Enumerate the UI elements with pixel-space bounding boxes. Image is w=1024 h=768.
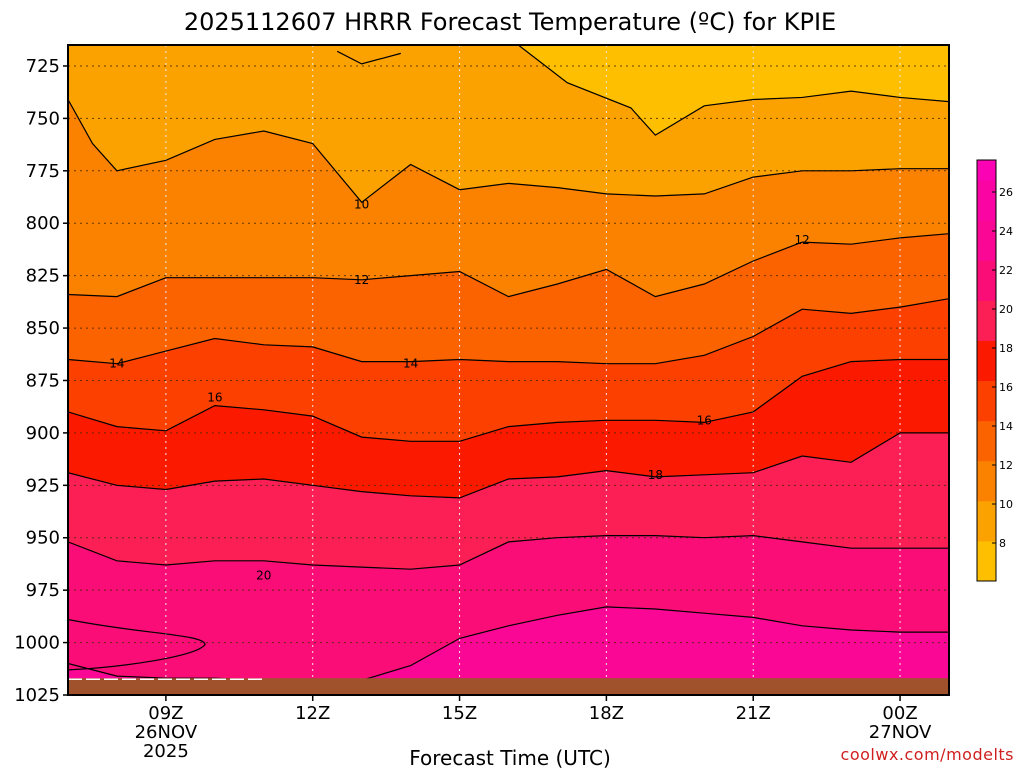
colorbar-segment bbox=[977, 420, 996, 442]
y-tick-label: 750 bbox=[26, 108, 60, 129]
contour-label: 12 bbox=[795, 233, 810, 247]
x-tick-label: 21Z bbox=[736, 703, 771, 724]
colorbar-segment bbox=[977, 500, 996, 522]
colorbar-segment bbox=[977, 380, 996, 402]
contour-label: 12 bbox=[354, 273, 369, 287]
colorbar-segment bbox=[977, 220, 996, 241]
colorbar-segment bbox=[977, 240, 996, 261]
y-tick-label: 850 bbox=[26, 318, 60, 339]
y-tick-label: 900 bbox=[26, 423, 60, 444]
colorbar-segment bbox=[977, 260, 996, 281]
y-axis: 725 750 775 800 825 850 875 900 925 950 975 1000 102… bbox=[14, 56, 68, 706]
isotherm-lines: 10121214141616182020 bbox=[68, 45, 949, 694]
contour-label: 16 bbox=[697, 413, 712, 427]
chart-title: 2025112607 HRRR Forecast Temperature (ºC… bbox=[184, 8, 836, 36]
x-tick-label: 18Z bbox=[589, 703, 624, 724]
colorbar: 8 10 12 14 16 18 20 22 24 26 bbox=[976, 159, 1013, 582]
isotherm-10 bbox=[68, 99, 949, 204]
colorbar-segment bbox=[977, 480, 996, 502]
contour-label: 20 bbox=[256, 568, 271, 582]
contour-label: 14 bbox=[403, 357, 418, 371]
y-tick-label: 775 bbox=[26, 161, 60, 182]
colorbar-segment bbox=[977, 300, 996, 321]
colorbar-segment bbox=[977, 180, 996, 201]
colorbar-segment bbox=[977, 360, 996, 382]
band-10-12-top bbox=[68, 45, 411, 64]
x-tick-label: 15Z bbox=[442, 703, 477, 724]
colorbar-segment bbox=[977, 320, 996, 341]
colorbar-segment bbox=[977, 400, 996, 422]
colorbar-segment bbox=[977, 280, 996, 301]
y-tick-label: 725 bbox=[26, 56, 60, 77]
x-tick-label: 09Z bbox=[148, 703, 183, 724]
isotherm-12 bbox=[68, 233, 949, 298]
isotherm-20 bbox=[68, 534, 949, 570]
temperature-bands bbox=[68, 45, 949, 695]
x-tick-label: 27NOV bbox=[869, 722, 932, 743]
y-tick-label: 950 bbox=[26, 528, 60, 549]
colorbar-segment bbox=[977, 520, 996, 542]
colorbar-label: 14 bbox=[999, 420, 1013, 433]
band-below-10 bbox=[518, 45, 949, 136]
x-tick-label: 2025 bbox=[143, 741, 189, 762]
isotherm-14 bbox=[68, 298, 949, 365]
y-tick-label: 1025 bbox=[14, 685, 60, 706]
y-tick-label: 1000 bbox=[14, 633, 60, 654]
band-24-26 bbox=[68, 606, 949, 695]
x-tick-label: 00Z bbox=[882, 703, 917, 724]
isotherm-22 bbox=[68, 606, 949, 681]
ground-strip bbox=[68, 678, 949, 695]
colorbar-frame bbox=[976, 159, 997, 582]
contour-label: 14 bbox=[109, 357, 124, 371]
colorbar-segment bbox=[977, 340, 996, 361]
y-tick-label: 925 bbox=[26, 475, 60, 496]
colorbar-label: 22 bbox=[999, 264, 1013, 277]
contour-label: 16 bbox=[207, 390, 222, 404]
colorbar-label: 20 bbox=[999, 303, 1013, 316]
plot-frame bbox=[67, 44, 950, 696]
colorbar-segment bbox=[977, 200, 996, 221]
isotherm-18 bbox=[68, 432, 949, 499]
isotherm-22-bubble bbox=[68, 618, 206, 671]
colorbar-segment bbox=[977, 460, 996, 482]
colorbar-label: 12 bbox=[999, 459, 1013, 472]
colorbar-label: 26 bbox=[999, 186, 1013, 199]
colorbar-segment bbox=[977, 540, 996, 562]
x-axis-label: Forecast Time (UTC) bbox=[409, 746, 611, 768]
y-tick-label: 825 bbox=[26, 266, 60, 287]
contour-label: 18 bbox=[648, 468, 663, 482]
colorbar-label: 16 bbox=[999, 381, 1013, 394]
ground-fill bbox=[68, 678, 949, 695]
colorbar-label: 10 bbox=[999, 498, 1013, 511]
isotherm-8 bbox=[517, 45, 949, 136]
isotherm-10-top bbox=[336, 50, 401, 65]
colorbar-segment bbox=[977, 160, 996, 181]
grid-lines bbox=[68, 45, 949, 695]
y-tick-label: 875 bbox=[26, 370, 60, 391]
credit-text: coolwx.com/modelts bbox=[841, 745, 1014, 764]
colorbar-segment bbox=[977, 560, 996, 582]
y-tick-label: 800 bbox=[26, 213, 60, 234]
colorbar-label: 18 bbox=[999, 342, 1013, 355]
isotherm-16 bbox=[68, 358, 949, 442]
x-tick-label: 26NOV bbox=[135, 722, 198, 743]
y-tick-label: 975 bbox=[26, 580, 60, 601]
colorbar-label: 8 bbox=[999, 537, 1006, 550]
colorbar-segment bbox=[977, 440, 996, 462]
x-tick-label: 12Z bbox=[295, 703, 330, 724]
colorbar-label: 24 bbox=[999, 225, 1013, 238]
contour-label: 10 bbox=[354, 197, 369, 211]
